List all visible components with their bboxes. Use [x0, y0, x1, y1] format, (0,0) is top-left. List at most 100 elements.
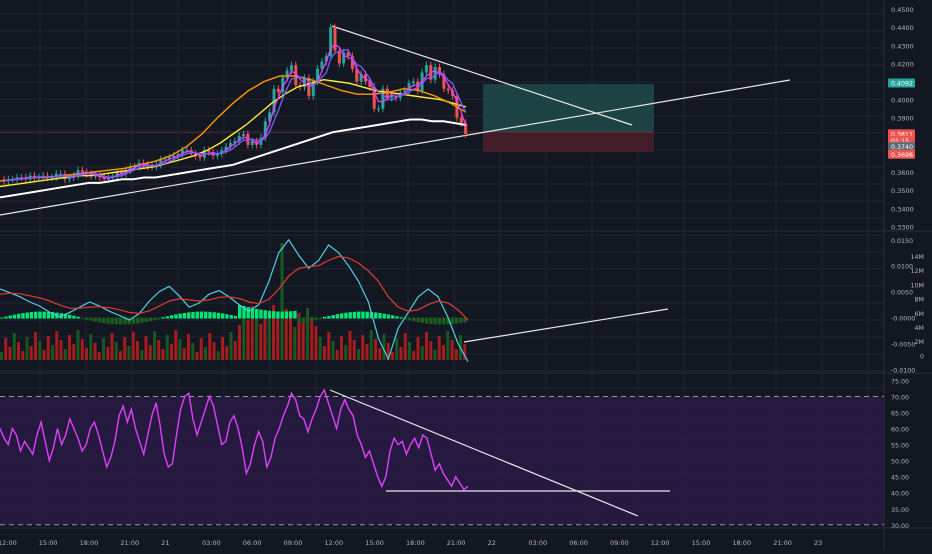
candle-body: [368, 81, 372, 87]
candle-body: [281, 77, 285, 93]
macd-histogram-bar: [102, 317, 106, 324]
price-axis-tick-label: 0.3400: [891, 205, 914, 213]
macd-histogram-bar: [382, 313, 386, 319]
volume-bar: [136, 341, 139, 360]
macd-histogram-bar: [365, 311, 369, 319]
candle-body: [172, 155, 176, 158]
volume-bar: [46, 336, 50, 360]
macd-histogram-bar: [374, 312, 378, 319]
macd-histogram-bar: [352, 311, 357, 319]
price-axis-tick-label: 0.4200: [891, 60, 914, 68]
macd-axis-tick-label: -0.0000: [891, 316, 915, 323]
macd-histogram-bar: [225, 314, 229, 319]
volume-bar: [25, 337, 29, 360]
macd-histogram-bar: [284, 311, 289, 319]
candle-body: [224, 146, 228, 151]
macd-histogram-bar: [344, 312, 348, 319]
volume-bar: [399, 347, 403, 360]
candle-body: [181, 150, 185, 154]
candle-body: [346, 52, 350, 57]
volume-bar: [76, 330, 80, 360]
candle-body: [237, 135, 241, 142]
candle-body: [342, 52, 346, 64]
volume-bar: [425, 332, 428, 360]
macd-histogram-bar: [306, 317, 310, 322]
candle-body: [337, 50, 341, 64]
rsi-axis-tick-label: 60.00: [891, 427, 909, 434]
macd-histogram-bar: [412, 317, 416, 322]
macd-histogram-bar: [276, 311, 280, 319]
macd-histogram-bar: [21, 313, 25, 319]
volume-bar: [301, 322, 305, 360]
volume-bar: [68, 335, 71, 360]
macd-histogram-bar: [246, 306, 250, 319]
macd-histogram-bar: [17, 313, 21, 319]
volume-bar: [442, 345, 445, 360]
candle-body: [67, 177, 71, 180]
time-axis-tick-label: 12:00: [324, 539, 343, 547]
price-badge-label: 0.4092: [891, 80, 913, 87]
rsi-axis-tick-label: 30.00: [891, 523, 909, 530]
rsi-axis-tick-label: 75.00: [891, 378, 909, 385]
time-axis-tick-label: 09:00: [284, 539, 303, 547]
macd-histogram-bar: [395, 316, 399, 319]
candle-body: [215, 153, 219, 156]
macd-histogram-bar: [259, 309, 263, 319]
volume-bar: [272, 305, 275, 360]
volume-bar: [153, 331, 156, 360]
rsi-axis-tick-label: 45.00: [891, 475, 909, 482]
volume-bar: [284, 309, 288, 360]
volume-bar: [51, 345, 54, 360]
volume-bar: [97, 352, 101, 360]
macd-histogram-bar: [157, 317, 161, 320]
volume-bar: [378, 348, 382, 360]
macd-histogram-bar: [144, 317, 148, 323]
volume-axis-tick-label: 2M: [915, 339, 924, 346]
moving-average-line: [0, 75, 467, 182]
candle-body: [32, 175, 36, 178]
volume-bar: [293, 327, 297, 360]
candle-body: [242, 134, 246, 136]
macd-histogram-bar: [97, 317, 102, 323]
candle-body: [268, 112, 272, 122]
macd-histogram-bar: [199, 311, 204, 319]
volume-bar: [416, 337, 420, 360]
macd-axis-tick-label: 0.0150: [891, 238, 913, 245]
time-axis-tick-label: 03:00: [202, 539, 221, 547]
candle-body: [303, 77, 307, 87]
macd-histogram-bar: [80, 317, 85, 319]
time-axis-tick-label: 23: [814, 539, 822, 547]
rsi-descending-trendline: [329, 389, 639, 517]
moving-average-line: [3, 43, 467, 182]
macd-histogram-bar: [361, 311, 365, 319]
macd-histogram-bar: [51, 312, 55, 319]
macd-histogram-bar: [25, 312, 29, 319]
macd-histogram-bar: [119, 317, 123, 325]
price-badge: [888, 142, 915, 152]
macd-histogram-bar: [12, 314, 17, 319]
candle-body: [120, 172, 124, 174]
volume-bar: [208, 333, 212, 360]
candle-body: [416, 81, 420, 91]
candle-body: [442, 74, 446, 89]
macd-histogram-bar: [437, 317, 442, 325]
macd-histogram-bar: [182, 312, 187, 319]
candle-body: [198, 155, 202, 158]
volume-bar: [255, 315, 258, 360]
candle-body: [128, 166, 132, 171]
rsi-line: [0, 388, 469, 491]
price-axis-tick-label: 0.3300: [891, 223, 914, 231]
macd-histogram-bar: [42, 311, 46, 319]
macd-trendline: [463, 308, 669, 343]
rsi-axis-tick-label: 55.00: [891, 443, 909, 450]
macd-histogram-bar: [165, 316, 170, 319]
candle-body: [50, 177, 54, 179]
volume-bar: [12, 333, 16, 360]
price-axis-tick-label: 0.4000: [891, 97, 914, 105]
volume-axis-tick-label: 10M: [911, 282, 924, 289]
macd-histogram-bar: [242, 306, 246, 319]
macd-axis-tick-label: -0.0100: [891, 367, 915, 374]
price-axis-tick-label: 0.4500: [891, 6, 914, 14]
